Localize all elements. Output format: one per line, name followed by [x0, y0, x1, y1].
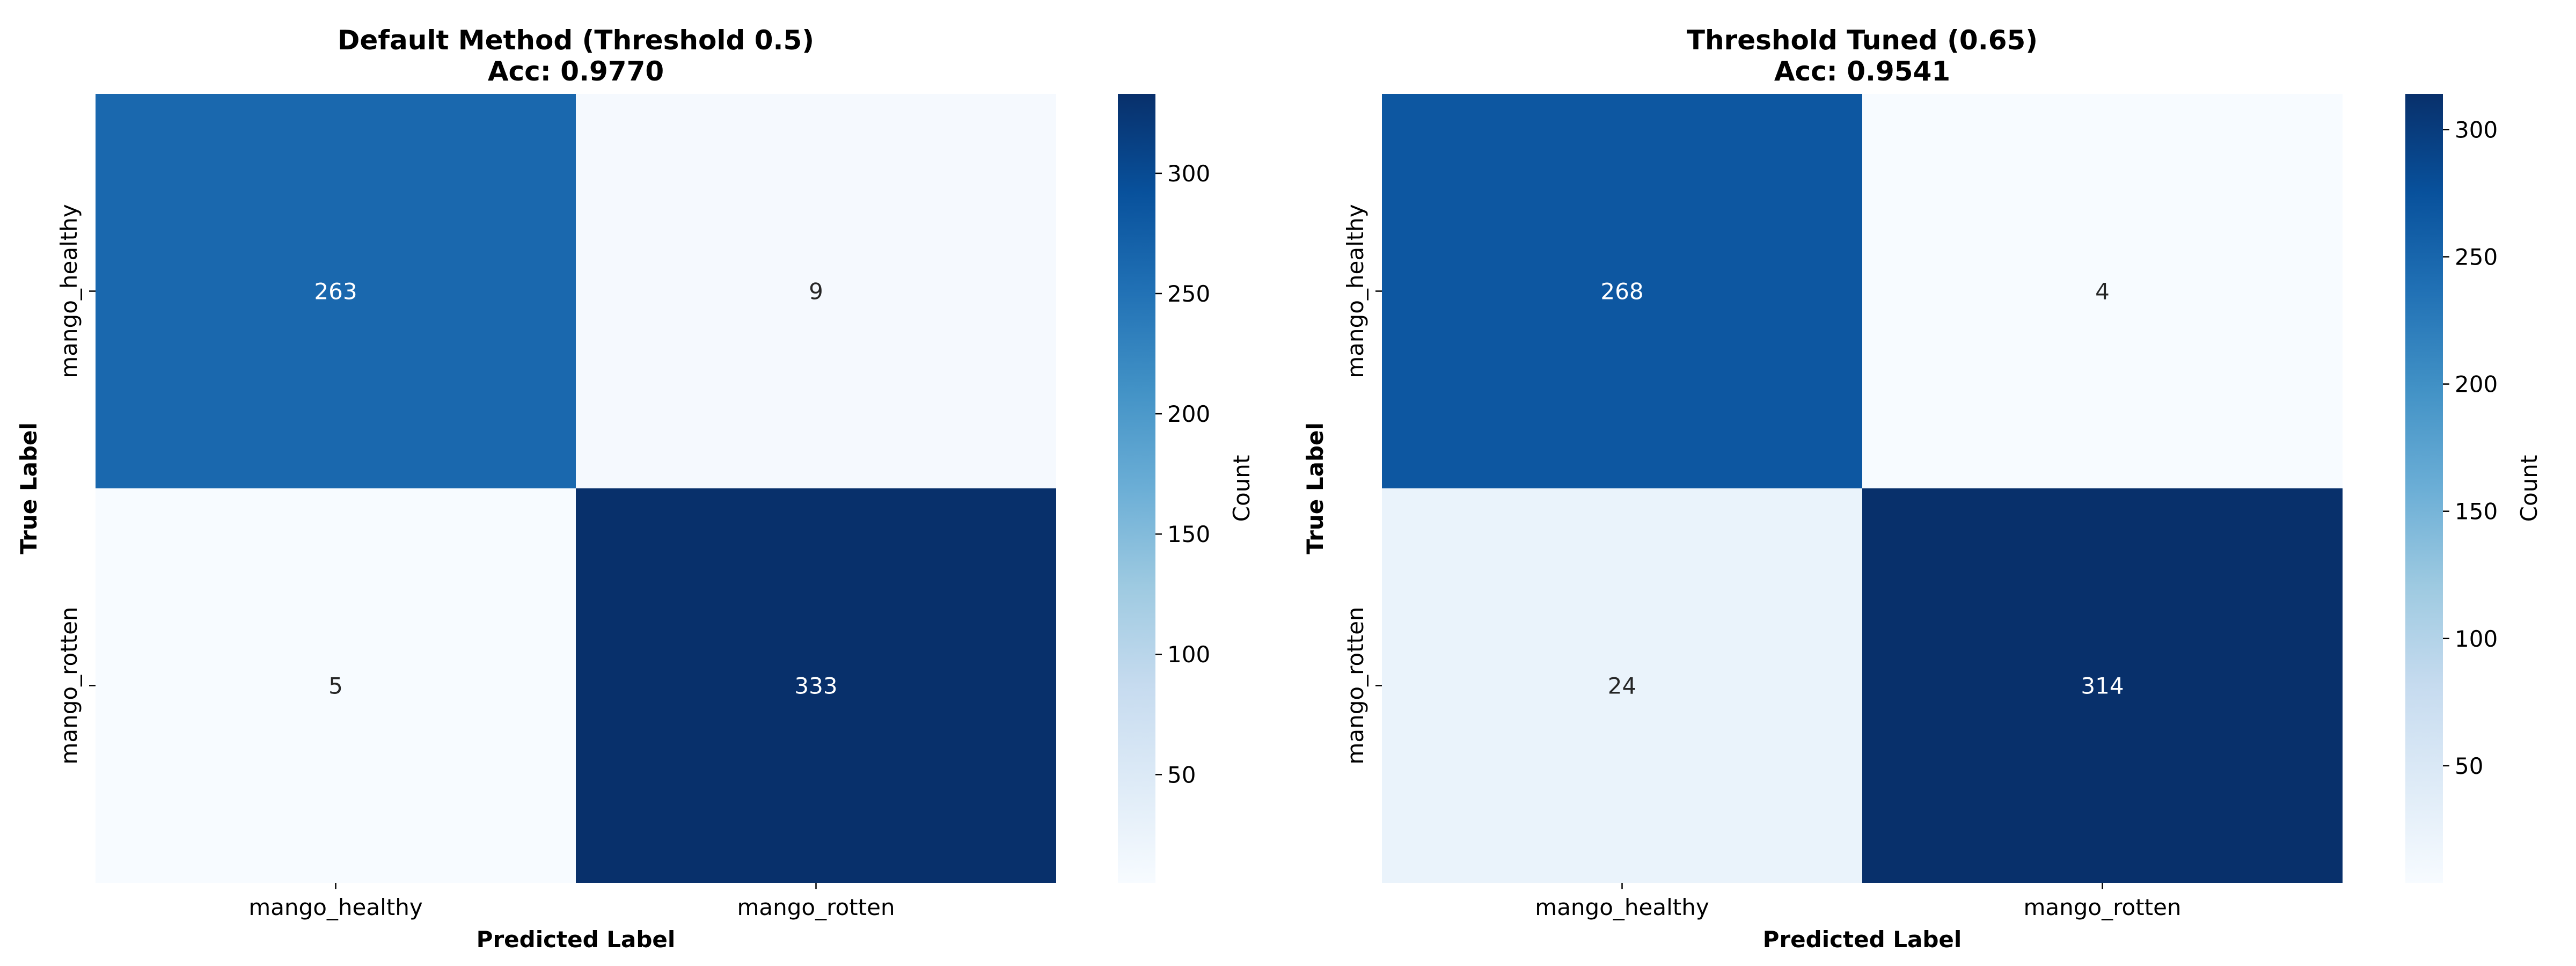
colorbar-tick-label: 200	[2455, 371, 2498, 398]
colorbar-tick-label: 250	[2455, 244, 2498, 270]
y-axis-label: True Label	[1302, 422, 1328, 554]
heatmap-cell-r0-c0	[1382, 94, 1862, 488]
cell-value-label: 314	[2081, 673, 2124, 699]
heatmap-cell-r1-c1	[576, 488, 1056, 883]
cell-value-label: 333	[794, 673, 837, 699]
colorbar-tick-label: 100	[1167, 641, 1210, 668]
heatmap-panel-2: Threshold Tuned (0.65)Acc: 0.9541 268 4 24 3…	[1302, 25, 2542, 953]
heatmap-cell-r0-c1	[1862, 94, 2343, 488]
y-tick-label: mango_rotten	[1342, 606, 1368, 764]
x-axis-label: Predicted Label	[1763, 926, 1962, 953]
heatmap-cell-r1-c0	[96, 488, 576, 883]
colorbar-tick-label: 50	[2455, 753, 2483, 779]
colorbar-tick-label: 300	[1167, 160, 1210, 187]
cell-value-label: 5	[328, 673, 343, 699]
x-tick-label: mango_healthy	[1535, 894, 1709, 920]
colorbar-tick-label: 200	[1167, 401, 1210, 427]
colorbar-tick-label: 150	[2455, 499, 2498, 525]
x-axis-label: Predicted Label	[477, 926, 676, 953]
cell-value-label: 4	[2095, 279, 2110, 305]
heatmap-cell-r0-c1	[576, 94, 1056, 488]
heatmap-panel-1: Default Method (Threshold 0.5)Acc: 0.977…	[16, 25, 1255, 953]
heatmap-cell-r1-c0	[1382, 488, 1862, 883]
colorbar	[1118, 94, 1155, 883]
colorbar	[2405, 94, 2443, 883]
y-tick-label: mango_healthy	[1342, 204, 1368, 378]
colorbar-tick-label: 250	[1167, 281, 1210, 307]
chart-title: Default Method (Threshold 0.5)	[338, 25, 814, 56]
chart-title: Threshold Tuned (0.65)	[1687, 25, 2038, 56]
chart-subtitle: Acc: 0.9770	[488, 56, 664, 87]
colorbar-tick-label: 300	[2455, 116, 2498, 143]
y-tick-label: mango_healthy	[56, 204, 82, 378]
colorbar-tick-label: 50	[1167, 762, 1196, 788]
y-tick-label: mango_rotten	[56, 606, 82, 764]
x-tick-label: mango_healthy	[248, 894, 422, 920]
colorbar-tick-label: 150	[1167, 521, 1210, 547]
colorbar-label: Count	[2516, 455, 2542, 522]
y-axis-label: True Label	[16, 422, 42, 554]
cell-value-label: 263	[314, 279, 357, 305]
cell-value-label: 268	[1600, 279, 1643, 305]
heatmap-cell-r0-c0	[96, 94, 576, 488]
colorbar-label: Count	[1228, 455, 1255, 522]
colorbar-tick-label: 100	[2455, 626, 2498, 652]
x-tick-label: mango_rotten	[2023, 894, 2181, 920]
chart-subtitle: Acc: 0.9541	[1774, 56, 1950, 87]
cell-value-label: 9	[809, 279, 823, 305]
heatmap-cell-r1-c1	[1862, 488, 2343, 883]
x-tick-label: mango_rotten	[737, 894, 895, 920]
cell-value-label: 24	[1608, 673, 1636, 699]
